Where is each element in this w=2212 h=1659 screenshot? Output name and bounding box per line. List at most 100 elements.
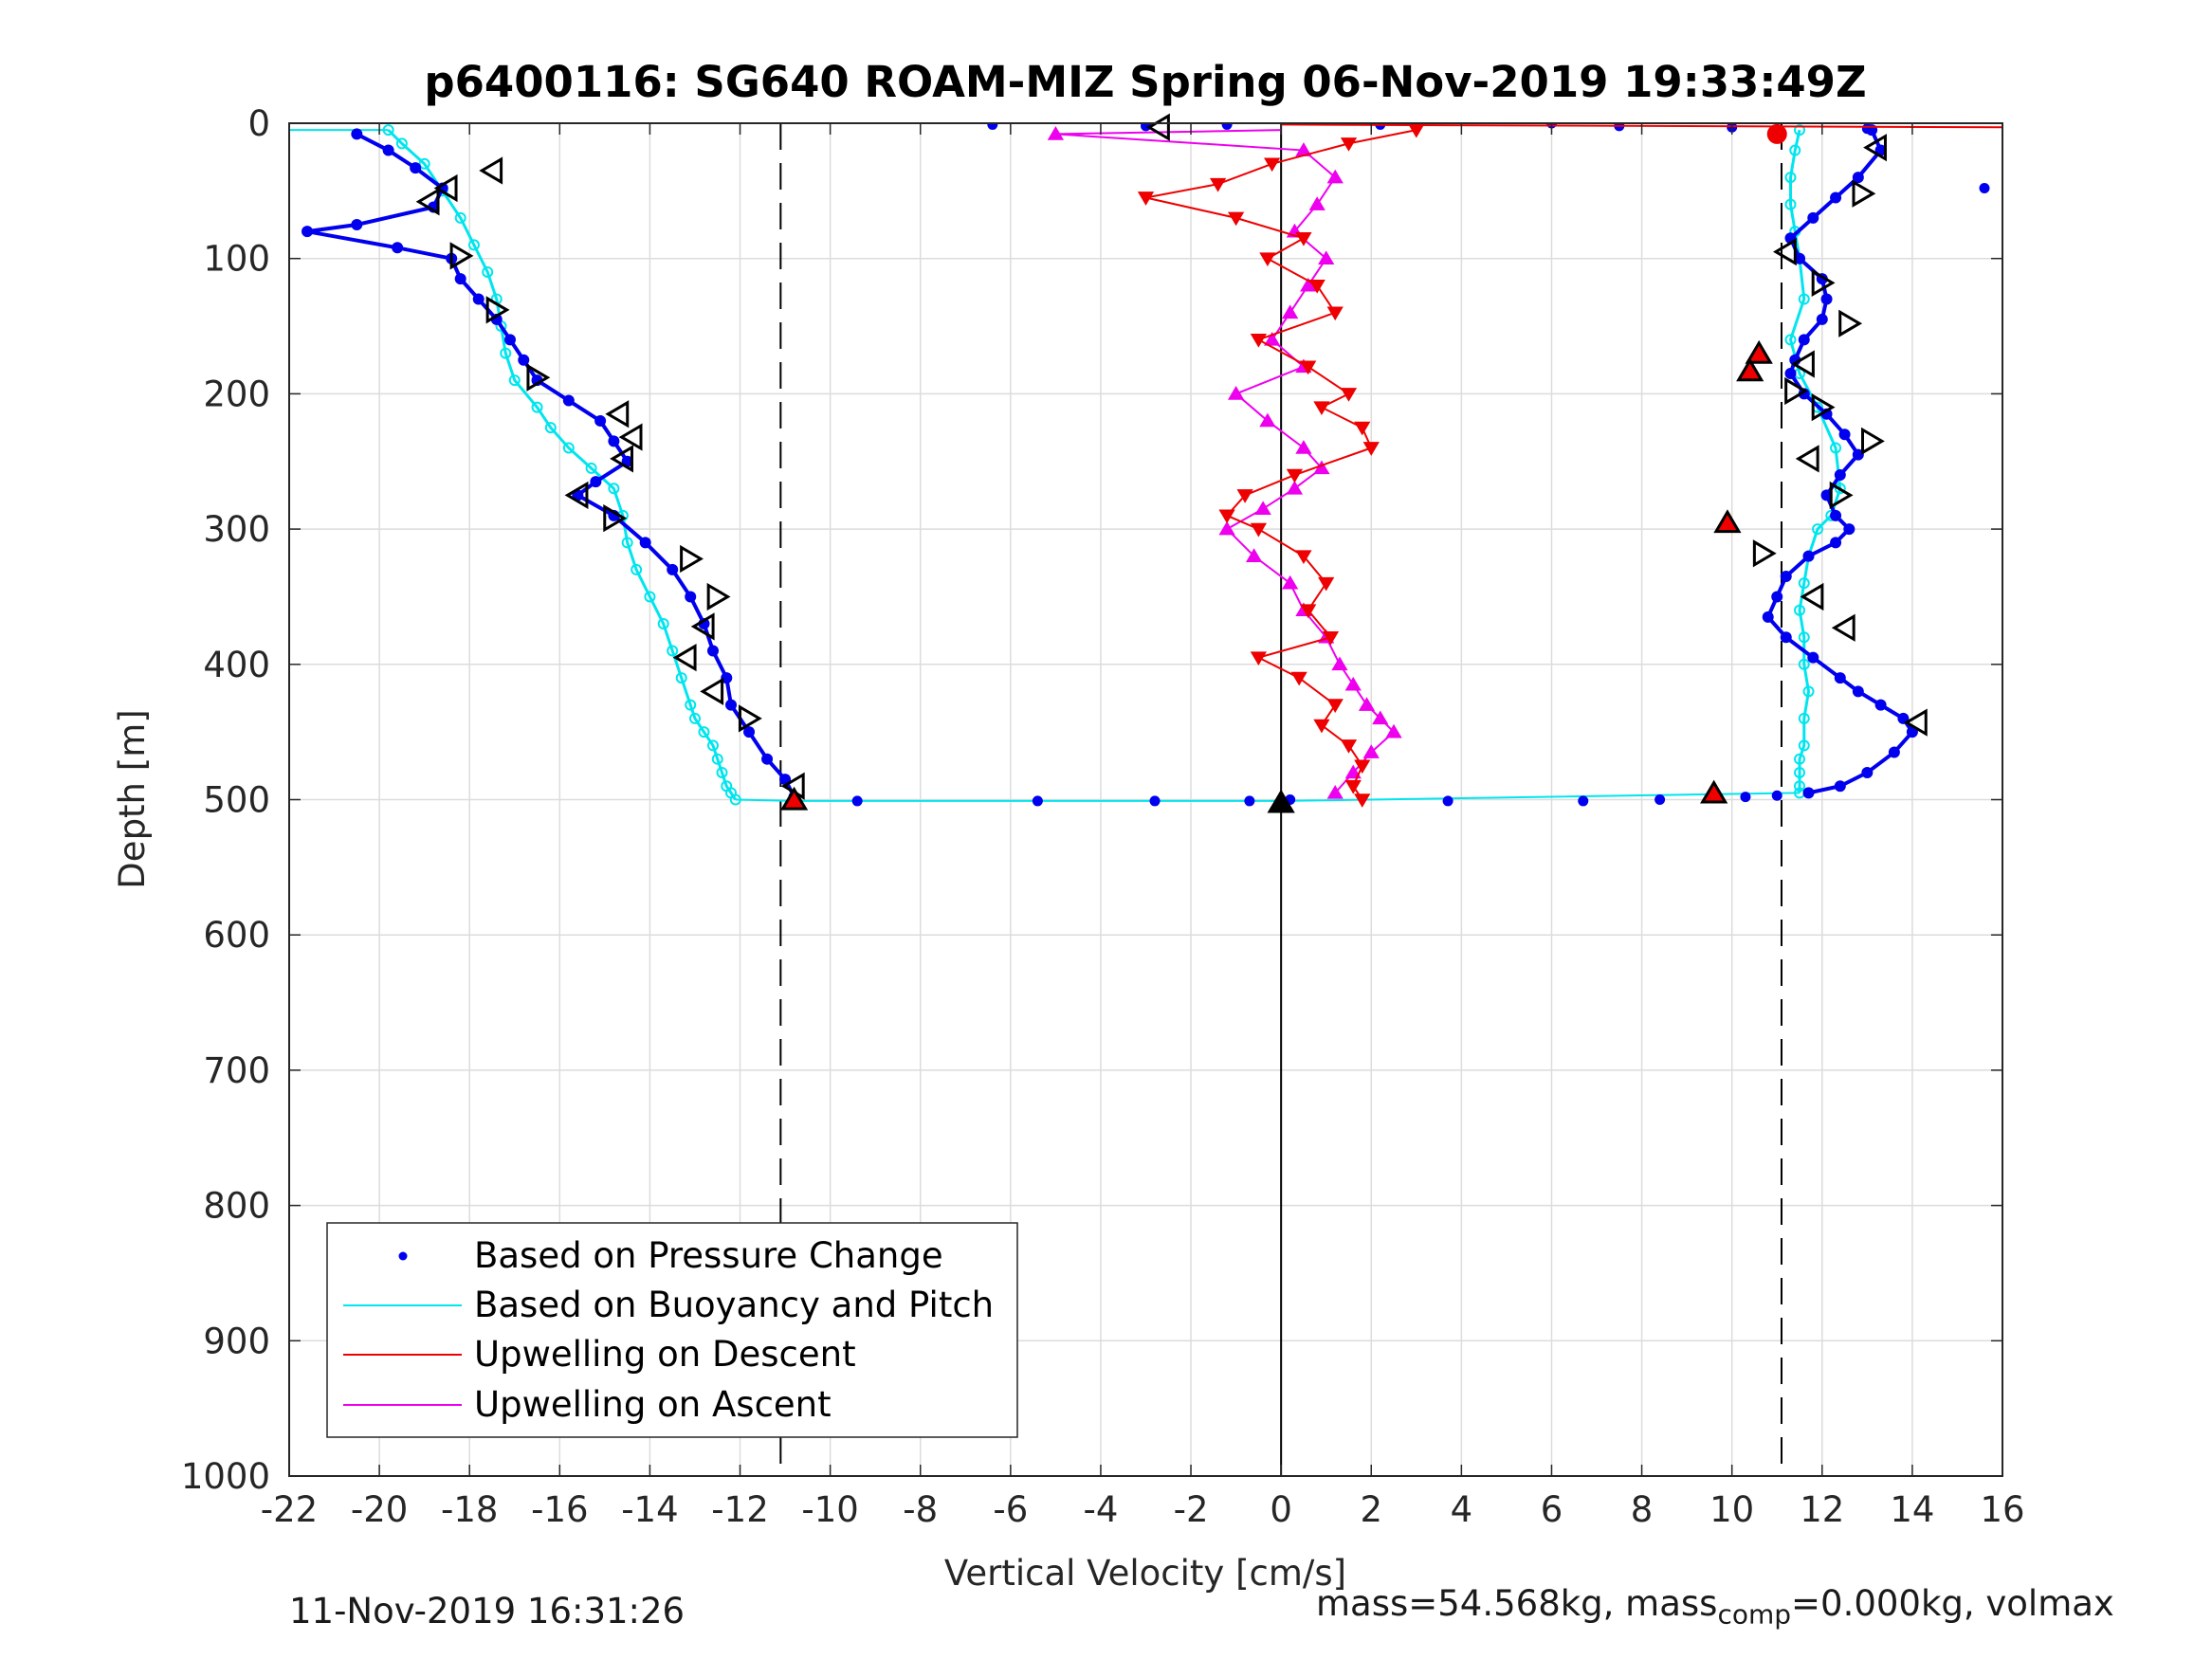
buoyancy-point — [688, 712, 701, 724]
annotation-marker — [605, 400, 630, 428]
upwelling-ascent-point — [1259, 412, 1276, 428]
plot-area — [289, 123, 2002, 808]
upwelling-descent-point — [1340, 388, 1358, 402]
upwelling-descent-point — [1295, 550, 1312, 564]
annotation-marker — [1146, 113, 1170, 141]
pressure-point — [1830, 537, 1842, 549]
upwelling-ascent-point — [1218, 520, 1235, 536]
buoyancy-point — [711, 753, 723, 765]
mass-footer-suffix: =0.000kg, volmax — [1791, 1583, 2114, 1624]
upwelling-descent-point — [1318, 576, 1335, 592]
pressure-point — [1780, 571, 1792, 583]
upwelling-ascent-point — [1318, 250, 1335, 264]
buoyancy-point — [1798, 658, 1810, 670]
pressure-point — [1784, 367, 1797, 379]
pressure-point — [987, 123, 998, 130]
upwelling-ascent-point — [1308, 196, 1325, 210]
buoyancy-point — [706, 739, 719, 752]
annotation-marker — [449, 242, 474, 270]
buoyancy-point — [544, 422, 557, 434]
legend-box — [326, 1222, 1018, 1438]
upwelling-descent-point — [1259, 252, 1276, 267]
legend-label-pressure: Based on Pressure Change — [474, 1235, 943, 1276]
x-tick-label: -6 — [993, 1489, 1028, 1530]
annotation-marker — [415, 188, 440, 216]
annotation-marker — [1745, 339, 1773, 364]
pressure-point — [1816, 313, 1828, 325]
upwelling-ascent-point — [1385, 723, 1402, 738]
legend-marker-pressure — [398, 1251, 408, 1261]
y-tick-label: 900 — [203, 1321, 270, 1361]
annotation-marker — [618, 423, 643, 451]
x-tick-label: 4 — [1451, 1489, 1473, 1530]
upwelling-ascent-point — [1331, 656, 1348, 671]
buoyancy-point — [644, 591, 656, 603]
upwelling-descent-point — [1300, 360, 1317, 375]
upwelling-ascent-point — [1344, 676, 1362, 691]
upwelling-ascent-point — [1286, 480, 1304, 495]
y-tick-label: 700 — [203, 1050, 270, 1091]
x-tick-label: -22 — [261, 1489, 318, 1530]
buoyancy-point — [1798, 631, 1810, 644]
upwelling-ascent-point — [1246, 548, 1263, 562]
buoyancy-point — [418, 157, 430, 170]
buoyancy-point — [1789, 144, 1801, 156]
upwelling-ascent-point — [1358, 697, 1376, 711]
buoyancy-point — [667, 645, 679, 657]
y-tick-label: 1000 — [181, 1456, 270, 1497]
y-tick-label: 100 — [203, 239, 270, 280]
upwelling-descent-point — [1344, 779, 1362, 794]
pressure-point — [1852, 448, 1864, 461]
pressure-point — [667, 563, 679, 575]
buoyancy-point — [1798, 739, 1810, 752]
pressure-point — [761, 753, 774, 765]
annotation-marker — [1811, 393, 1836, 422]
buoyancy-point — [1834, 483, 1846, 495]
annotation-marker — [1791, 350, 1815, 378]
x-tick-label: -14 — [621, 1489, 678, 1530]
pressure-point — [1802, 550, 1815, 562]
buoyancy-point — [562, 442, 575, 454]
buoyancy-point — [467, 239, 480, 251]
annotation-marker — [700, 677, 724, 705]
pressure-point — [608, 435, 620, 447]
mass-footer-prefix: mass=54.568kg, mass — [1316, 1583, 1718, 1624]
pressure-point — [1820, 489, 1833, 501]
annotation-marker — [690, 612, 715, 641]
annotation-marker — [1800, 582, 1824, 611]
annotation-marker — [479, 156, 503, 185]
pressure-point — [1861, 766, 1874, 778]
annotation-marker — [526, 363, 551, 392]
upwelling-descent-point — [1326, 306, 1344, 321]
pressure-point — [1861, 123, 1873, 135]
buoyancy-point — [608, 483, 620, 495]
legend: Based on Pressure Change Based on Buoyan… — [326, 1222, 1018, 1438]
buoyancy-point — [716, 766, 728, 778]
x-tick-label: -18 — [441, 1489, 498, 1530]
upwelling-descent-point — [1250, 522, 1268, 538]
annotation-marker — [1713, 509, 1742, 534]
buoyancy-point — [685, 699, 697, 711]
upwelling-descent-point — [1308, 279, 1325, 294]
y-tick-label: 600 — [203, 915, 270, 956]
y-tick-label: 800 — [203, 1186, 270, 1227]
upwelling-ascent-point — [1300, 277, 1317, 292]
upwelling-descent-point — [1137, 191, 1155, 206]
annotation-marker — [1267, 789, 1295, 813]
upwelling-descent-point — [1264, 157, 1281, 173]
buoyancy-point — [585, 462, 597, 474]
annotation-marker — [1784, 376, 1809, 406]
pressure-point — [1807, 211, 1819, 224]
y-tick-label: 400 — [203, 645, 270, 685]
pressure-point — [1834, 469, 1846, 482]
x-tick-label: 12 — [1800, 1489, 1844, 1530]
x-tick-label: 8 — [1631, 1489, 1654, 1530]
buoyancy-point — [631, 563, 643, 575]
annotation-marker — [1752, 539, 1777, 568]
pressure-point — [1838, 428, 1851, 441]
pressure-point — [1834, 672, 1846, 684]
pressure-point — [1834, 780, 1846, 793]
upwelling-descent-point — [1340, 739, 1358, 754]
upwelling-ascent-point — [1326, 169, 1344, 184]
upwelling-ascent-point — [1295, 440, 1312, 454]
